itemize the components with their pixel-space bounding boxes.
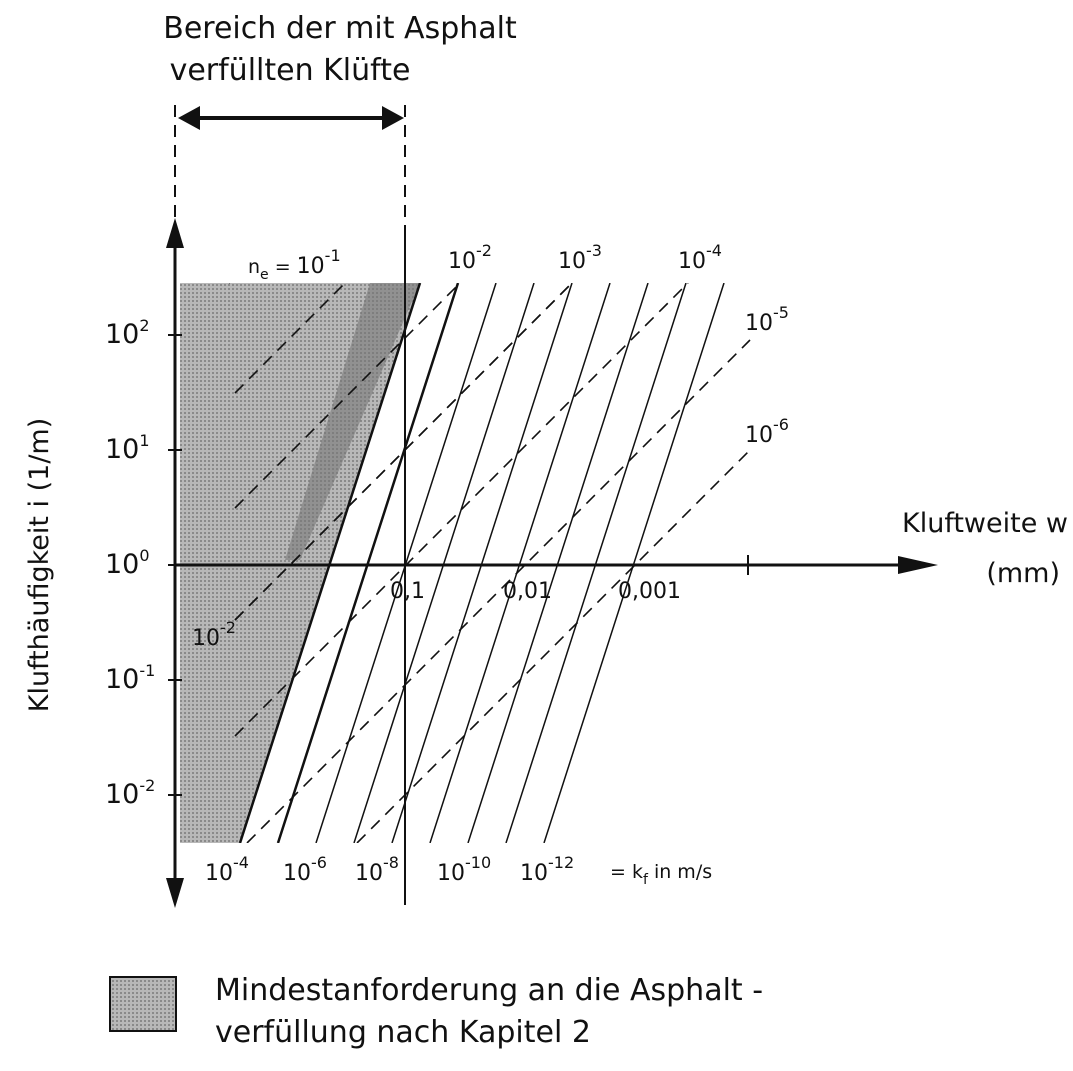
text-part: -4 [233, 853, 249, 872]
text-part: -2 [220, 618, 236, 637]
text-part: -2 [476, 241, 492, 260]
kf-line [315, 283, 497, 843]
text-part: -2 [139, 776, 155, 795]
power-label: 10-2 [448, 241, 492, 274]
text-part: 10 [745, 311, 773, 336]
power-label: 10-2 [105, 776, 155, 810]
x-tick-label: 0,1 [390, 579, 425, 604]
power-label: 10-4 [678, 241, 722, 274]
ne-line [234, 283, 689, 737]
ne-line [229, 283, 231, 284]
kf-line [505, 283, 687, 843]
legend-text: verfüllung nach Kapitel 2 [215, 1015, 591, 1050]
ne-line [234, 283, 461, 509]
text-part: -1 [139, 661, 155, 680]
text-part: 10 [297, 254, 325, 279]
ne-line [234, 283, 346, 394]
dark-band [285, 283, 420, 560]
text-part: 10 [355, 861, 383, 886]
arrow-head [166, 878, 184, 908]
power-label: 10-1 [105, 661, 155, 695]
text-part: 10 [520, 861, 548, 886]
power-label: 100 [105, 546, 150, 580]
text-part: 10 [205, 861, 233, 886]
text-part: 10 [192, 626, 220, 651]
text-part: -5 [773, 303, 789, 322]
x-tick-label: 0,01 [503, 579, 552, 604]
arrow-head [898, 556, 938, 574]
text-part: n [248, 256, 260, 278]
text-part: -10 [465, 853, 491, 872]
text-part: 0 [139, 546, 149, 565]
text-part: = [269, 256, 297, 278]
text-part: 10 [105, 549, 139, 580]
power-label: 10-5 [745, 303, 789, 336]
text-part: 10 [105, 779, 139, 810]
arrow-head [382, 106, 404, 130]
text-part: f [643, 872, 649, 888]
kf-line [276, 283, 460, 843]
text-part: 10 [437, 861, 465, 886]
text-part: -6 [311, 853, 327, 872]
arrow-head [166, 218, 184, 248]
x-tick-label: 0,001 [618, 579, 681, 604]
text-part: 10 [283, 861, 311, 886]
power-label: 10-3 [558, 241, 602, 274]
header-line: verfüllten Klüfte [170, 53, 411, 88]
kf-line [429, 283, 611, 843]
kf-line [238, 283, 422, 843]
text-part: 10 [678, 249, 706, 274]
power-label: 10-6 [745, 415, 789, 448]
kf-line [391, 283, 573, 843]
text-part: -3 [586, 241, 602, 260]
text-part: 10 [105, 664, 139, 695]
header-line: Bereich der mit Asphalt [163, 11, 517, 46]
power-label: 101 [105, 431, 150, 465]
text-part: 10 [448, 249, 476, 274]
text-part: -1 [325, 246, 341, 265]
text-part: -12 [548, 853, 574, 872]
text-part: -6 [773, 415, 789, 434]
text-part: -4 [706, 241, 722, 260]
ne-line [356, 449, 751, 843]
text-part: = k [610, 861, 643, 883]
legend-swatch [109, 976, 177, 1032]
power-label: 10-12 [520, 853, 574, 886]
power-label: 10-10 [437, 853, 491, 886]
ne-label: ne = 10-1 [248, 246, 341, 283]
text-part: -8 [383, 853, 399, 872]
text-part: 1 [139, 431, 149, 450]
text-part: e [260, 267, 269, 283]
kf-line [467, 283, 649, 843]
arrow-head [178, 106, 200, 130]
text-part: 10 [105, 319, 139, 350]
legend-text: Mindestanforderung an die Asphalt - [215, 973, 763, 1008]
text-part: 10 [558, 249, 586, 274]
text-part: 10 [105, 434, 139, 465]
shaded-area [180, 283, 420, 843]
power-label: 10-4 [205, 853, 249, 886]
power-label: 10-6 [283, 853, 327, 886]
x-axis-label: Kluftweite w [902, 508, 1068, 539]
power-label: 10-8 [355, 853, 399, 886]
text-part: 2 [139, 316, 149, 335]
kf-unit: = kf in m/s [610, 861, 712, 888]
y-axis-label: Klufthäufigkeit i (1/m) [24, 418, 55, 713]
x-axis-unit: (mm) [986, 558, 1060, 589]
text-part: 10 [745, 423, 773, 448]
kf-line [543, 283, 725, 843]
power-label: 102 [105, 316, 150, 350]
text-part: in m/s [648, 861, 712, 883]
kf-line [353, 283, 535, 843]
power-label: 10-2 [192, 618, 236, 651]
